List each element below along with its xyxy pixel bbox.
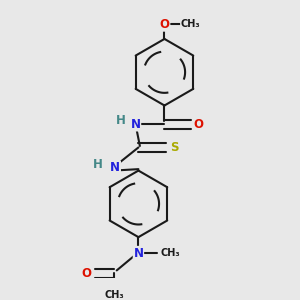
- Text: N: N: [110, 161, 120, 174]
- Text: CH₃: CH₃: [160, 248, 180, 258]
- Text: O: O: [194, 118, 204, 131]
- Text: CH₃: CH₃: [104, 290, 124, 300]
- Text: N: N: [134, 247, 143, 260]
- Text: O: O: [81, 267, 91, 280]
- Text: S: S: [170, 141, 179, 154]
- Text: H: H: [116, 114, 125, 127]
- Text: O: O: [160, 18, 170, 31]
- Text: CH₃: CH₃: [181, 20, 200, 29]
- Text: N: N: [130, 118, 140, 131]
- Text: H: H: [93, 158, 103, 171]
